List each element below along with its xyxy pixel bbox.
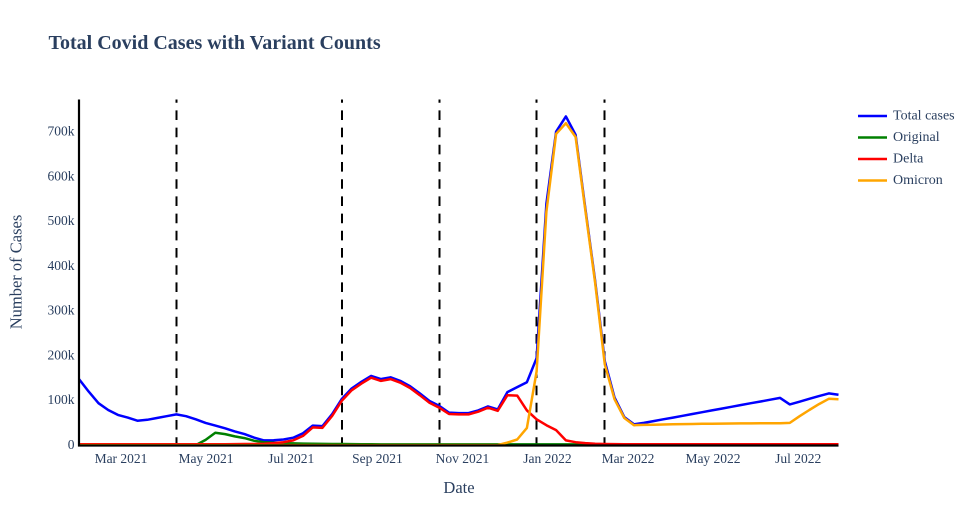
- svg-text:400k: 400k: [48, 258, 75, 273]
- svg-text:May 2021: May 2021: [178, 451, 233, 466]
- svg-text:Number of Cases: Number of Cases: [7, 215, 26, 330]
- svg-text:Jul 2021: Jul 2021: [268, 451, 314, 466]
- svg-text:Nov 2021: Nov 2021: [436, 451, 490, 466]
- svg-text:Jul 2022: Jul 2022: [775, 451, 821, 466]
- svg-text:100k: 100k: [48, 392, 75, 407]
- svg-text:200k: 200k: [48, 347, 75, 362]
- svg-text:May 2022: May 2022: [685, 451, 740, 466]
- svg-text:600k: 600k: [48, 168, 75, 183]
- svg-text:Mar 2022: Mar 2022: [602, 451, 655, 466]
- svg-text:Sep 2021: Sep 2021: [352, 451, 403, 466]
- svg-text:700k: 700k: [48, 124, 75, 139]
- svg-text:Mar 2021: Mar 2021: [95, 451, 148, 466]
- svg-text:Total cases: Total cases: [893, 109, 955, 124]
- svg-text:Original: Original: [893, 130, 940, 145]
- svg-text:300k: 300k: [48, 303, 75, 318]
- svg-text:Omicron: Omicron: [893, 173, 943, 188]
- svg-text:Total Covid Cases with Variant: Total Covid Cases with Variant Counts: [49, 32, 381, 54]
- svg-text:Jan 2022: Jan 2022: [523, 451, 571, 466]
- svg-text:Date: Date: [443, 478, 474, 497]
- svg-text:500k: 500k: [48, 213, 75, 228]
- svg-text:0: 0: [68, 437, 75, 452]
- svg-text:Delta: Delta: [893, 152, 924, 167]
